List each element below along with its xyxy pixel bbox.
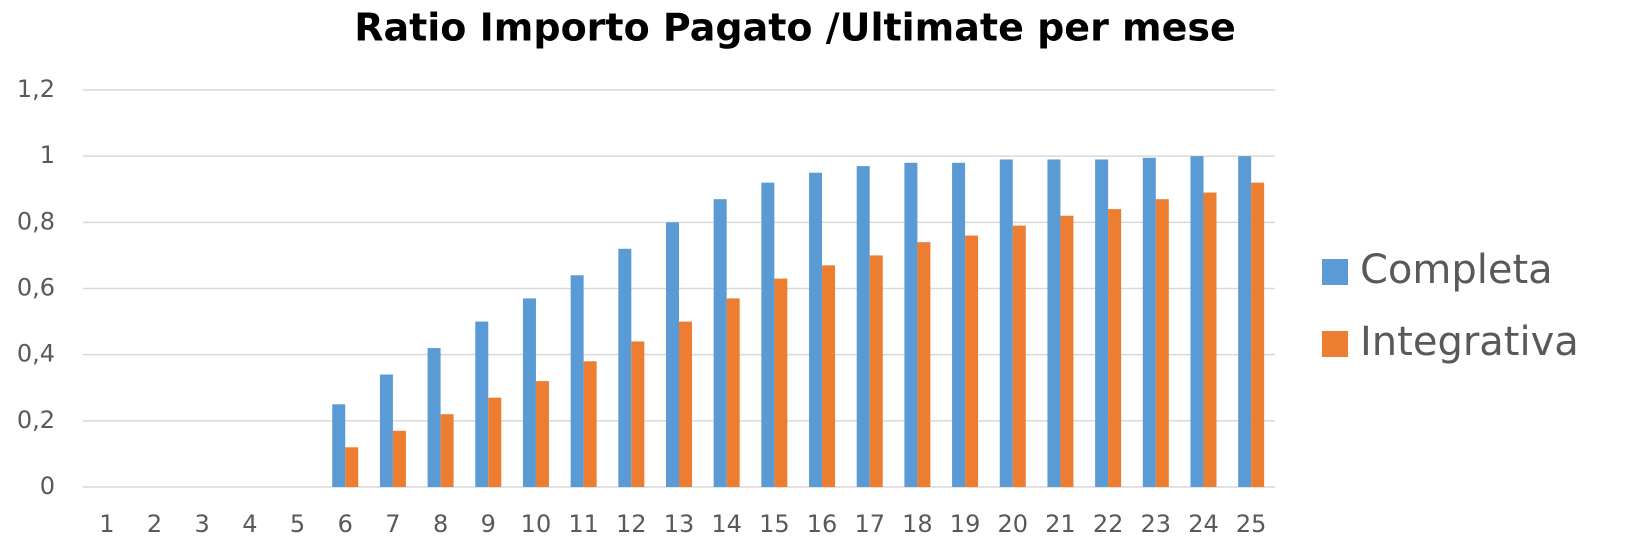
bar <box>666 222 679 488</box>
bar <box>1142 157 1156 487</box>
y-tick-label: 0 <box>40 472 55 500</box>
bar <box>440 414 454 487</box>
y-tick-label: 0,4 <box>17 340 55 368</box>
bar <box>488 397 502 487</box>
bar <box>761 182 775 487</box>
x-tick-label: 19 <box>950 510 981 538</box>
bar <box>1203 192 1217 487</box>
bar <box>822 265 836 487</box>
bar <box>713 199 727 488</box>
bar <box>522 298 536 487</box>
x-tick-label: 14 <box>711 510 742 538</box>
legend-swatch <box>1322 259 1348 285</box>
x-tick-label: 4 <box>242 510 257 538</box>
bar <box>1060 215 1074 487</box>
x-tick-label: 21 <box>1045 510 1076 538</box>
x-tick-label: 2 <box>147 510 162 538</box>
bar <box>726 298 740 487</box>
bar <box>345 447 359 487</box>
x-tick-label: 16 <box>807 510 838 538</box>
y-tick-label: 1,2 <box>17 75 55 103</box>
legend-swatch <box>1322 331 1348 357</box>
bar <box>583 361 597 487</box>
bar <box>965 235 979 487</box>
x-tick-label: 12 <box>616 510 647 538</box>
bar <box>952 162 966 488</box>
x-tick-label: 9 <box>481 510 496 538</box>
bar <box>904 162 918 488</box>
x-tick-label: 22 <box>1093 510 1124 538</box>
x-tick-label: 25 <box>1236 510 1267 538</box>
bar <box>427 348 441 487</box>
legend-label: Completa <box>1360 247 1553 293</box>
legend-label: Integrativa <box>1360 319 1579 365</box>
bar <box>1095 159 1109 487</box>
x-tick-label: 13 <box>664 510 695 538</box>
x-tick-label: 6 <box>338 510 353 538</box>
x-tick-label: 3 <box>195 510 210 538</box>
y-tick-label: 0,2 <box>17 406 55 434</box>
x-tick-label: 10 <box>521 510 552 538</box>
bar <box>869 255 883 487</box>
bar <box>618 248 632 487</box>
bar <box>774 278 788 487</box>
bar <box>1047 159 1061 487</box>
bar <box>535 381 549 487</box>
bar <box>1155 199 1169 488</box>
bar <box>999 159 1013 487</box>
x-tick-label: 23 <box>1141 510 1172 538</box>
bar <box>379 374 393 487</box>
bar <box>809 172 823 488</box>
x-tick-label: 11 <box>568 510 599 538</box>
bar <box>570 275 584 487</box>
x-tick-label: 15 <box>759 510 790 538</box>
bar <box>1190 156 1204 487</box>
bar <box>917 242 931 487</box>
x-tick-label: 17 <box>854 510 885 538</box>
x-tick-label: 5 <box>290 510 305 538</box>
y-tick-label: 0,8 <box>17 207 55 235</box>
bar <box>1012 225 1026 487</box>
bar <box>631 341 645 487</box>
y-tick-label: 0,6 <box>17 274 55 302</box>
x-tick-label: 1 <box>99 510 114 538</box>
chart-title: Ratio Importo Pagato /Ultimate per mese <box>354 6 1236 50</box>
x-tick-label: 8 <box>433 510 448 538</box>
bar <box>475 321 489 487</box>
x-tick-label: 20 <box>997 510 1028 538</box>
bar <box>1251 182 1265 487</box>
x-tick-label: 7 <box>385 510 400 538</box>
bar <box>1108 209 1122 487</box>
x-tick-label: 18 <box>902 510 933 538</box>
bar <box>392 430 406 487</box>
x-tick-label: 24 <box>1188 510 1219 538</box>
bar <box>332 404 346 487</box>
bar <box>1238 156 1252 487</box>
y-tick-label: 1 <box>40 141 55 169</box>
bar <box>679 321 692 487</box>
bar <box>856 166 870 487</box>
